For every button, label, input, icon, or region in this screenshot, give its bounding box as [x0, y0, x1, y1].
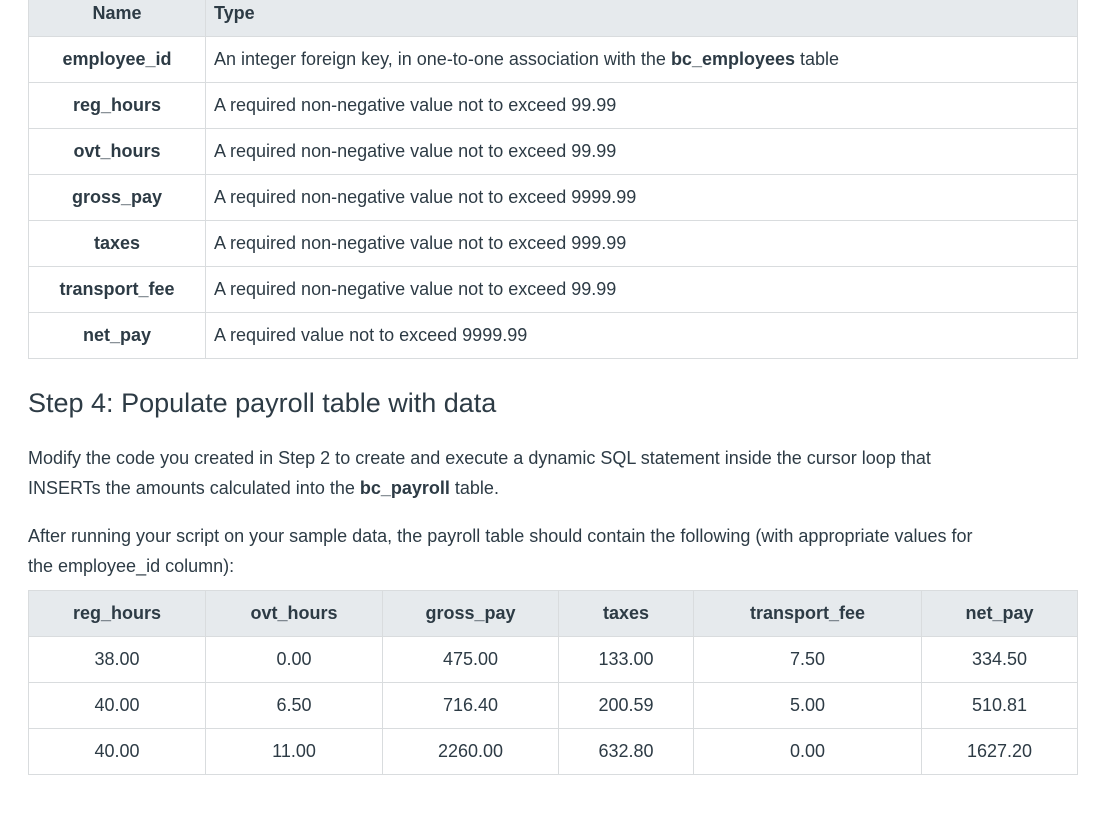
field-name-cell: employee_id — [28, 36, 206, 83]
table-row: ovt_hours A required non-negative value … — [28, 128, 1078, 175]
step-heading: Step 4: Populate payroll table with data — [28, 388, 497, 418]
payroll-table: reg_hours ovt_hours gross_pay taxes tran… — [28, 590, 1078, 775]
payroll-header-row: reg_hours ovt_hours gross_pay taxes tran… — [28, 590, 1078, 637]
type-text: An integer foreign key, in one-to-one as… — [214, 49, 671, 69]
payroll-value-cell: 2260.00 — [382, 728, 559, 775]
payroll-value-cell: 40.00 — [28, 728, 206, 775]
paragraph-modify-code: Modify the code you created in Step 2 to… — [28, 443, 1077, 503]
payroll-header-ovt-hours: ovt_hours — [205, 590, 383, 637]
paragraph-line: table. — [449, 478, 499, 498]
paragraph-after-running: After running your script on your sample… — [28, 521, 1077, 581]
field-name-cell: gross_pay — [28, 174, 206, 221]
paragraph-line: the employee_id column): — [28, 556, 235, 576]
payroll-value-cell: 1627.20 — [921, 728, 1078, 775]
field-type-cell: A required non-negative value not to exc… — [205, 266, 1078, 313]
type-text: table — [795, 49, 840, 69]
payroll-value-cell: 5.00 — [693, 682, 922, 729]
payroll-value-cell: 6.50 — [205, 682, 383, 729]
paragraph-line: Modify the code you created in Step 2 to… — [28, 448, 931, 468]
payroll-value-cell: 11.00 — [205, 728, 383, 775]
schema-header-row: Name Type — [28, 0, 1078, 37]
table-row: employee_id An integer foreign key, in o… — [28, 36, 1078, 83]
payroll-header-transport-fee: transport_fee — [693, 590, 922, 637]
payroll-value-cell: 334.50 — [921, 636, 1078, 683]
table-row: 38.00 0.00 475.00 133.00 7.50 334.50 — [28, 636, 1078, 683]
table-row: taxes A required non-negative value not … — [28, 220, 1078, 267]
table-row: 40.00 6.50 716.40 200.59 5.00 510.81 — [28, 682, 1078, 729]
table-row: 40.00 11.00 2260.00 632.80 0.00 1627.20 — [28, 728, 1078, 775]
payroll-value-cell: 7.50 — [693, 636, 922, 683]
paragraph-line: After running your script on your sample… — [28, 526, 973, 546]
table-row: net_pay A required value not to exceed 9… — [28, 312, 1078, 359]
field-name-cell: net_pay — [28, 312, 206, 359]
payroll-value-cell: 133.00 — [558, 636, 694, 683]
field-type-cell: An integer foreign key, in one-to-one as… — [205, 36, 1078, 83]
table-row: reg_hours A required non-negative value … — [28, 82, 1078, 129]
document-content: Name Type employee_id An integer foreign… — [28, 0, 1078, 775]
table-row: gross_pay A required non-negative value … — [28, 174, 1078, 221]
field-type-cell: A required non-negative value not to exc… — [205, 128, 1078, 175]
payroll-header-gross-pay: gross_pay — [382, 590, 559, 637]
payroll-header-net-pay: net_pay — [921, 590, 1078, 637]
payroll-value-cell: 716.40 — [382, 682, 559, 729]
schema-header-type: Type — [205, 0, 1078, 37]
payroll-value-cell: 632.80 — [558, 728, 694, 775]
field-type-cell: A required non-negative value not to exc… — [205, 220, 1078, 267]
schema-header-name: Name — [28, 0, 206, 37]
field-name-cell: reg_hours — [28, 82, 206, 129]
field-name-cell: transport_fee — [28, 266, 206, 313]
field-type-cell: A required non-negative value not to exc… — [205, 174, 1078, 221]
field-name-cell: ovt_hours — [28, 128, 206, 175]
payroll-header-reg-hours: reg_hours — [28, 590, 206, 637]
field-type-cell: A required non-negative value not to exc… — [205, 82, 1078, 129]
payroll-header-taxes: taxes — [558, 590, 694, 637]
payroll-value-cell: 0.00 — [693, 728, 922, 775]
payroll-value-cell: 200.59 — [558, 682, 694, 729]
payroll-value-cell: 40.00 — [28, 682, 206, 729]
table-row: transport_fee A required non-negative va… — [28, 266, 1078, 313]
payroll-value-cell: 38.00 — [28, 636, 206, 683]
bold-term: bc_employees — [670, 49, 796, 69]
paragraph-line: INSERTs the amounts calculated into the — [28, 478, 360, 498]
payroll-value-cell: 510.81 — [921, 682, 1078, 729]
payroll-value-cell: 475.00 — [382, 636, 559, 683]
field-type-cell: A required value not to exceed 9999.99 — [205, 312, 1078, 359]
schema-table: Name Type employee_id An integer foreign… — [28, 0, 1078, 359]
payroll-value-cell: 0.00 — [205, 636, 383, 683]
bold-term: bc_payroll — [359, 478, 450, 498]
field-name-cell: taxes — [28, 220, 206, 267]
